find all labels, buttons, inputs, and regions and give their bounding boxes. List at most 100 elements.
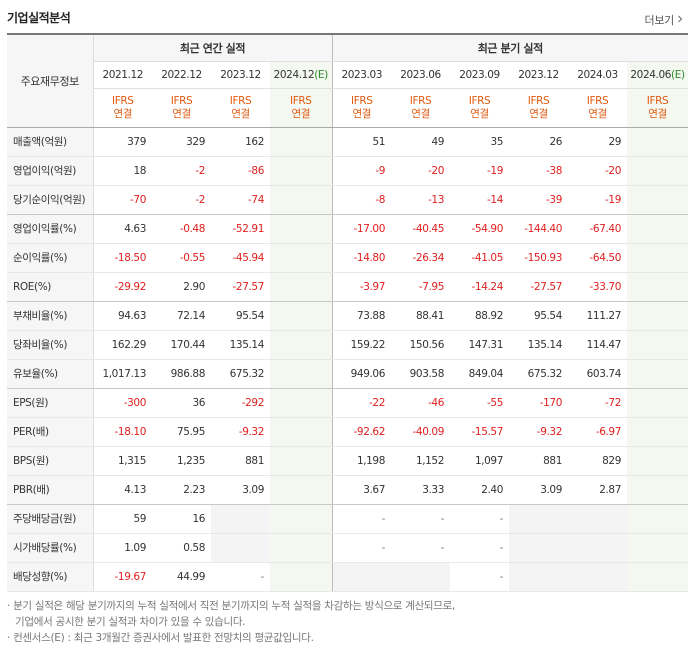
value-cell	[627, 156, 689, 186]
basis-label: 연결	[172, 107, 191, 120]
row-label: 부채비율(%)	[7, 301, 93, 331]
period-label: 2024.12	[273, 68, 315, 81]
value-cell	[627, 272, 689, 302]
table-row: 매출액(억원) 379 329 162 51 49 35 26 29	[7, 127, 689, 157]
value-cell	[270, 446, 332, 476]
value-cell: 73.88	[331, 301, 391, 331]
table-row: 주당배당금(원) 59 16- - -	[7, 504, 689, 534]
value-cell: 1,315	[92, 446, 152, 476]
period-header: 2024.03	[568, 61, 627, 89]
basis-label: 연결	[588, 107, 607, 120]
value-cell: -20	[391, 156, 450, 186]
value-cell: -	[450, 562, 509, 592]
value-cell: 147.31	[450, 330, 509, 360]
period-label: 2023.12	[220, 68, 261, 81]
estimate-marker: (E)	[671, 68, 685, 81]
value-cell: 4.63	[92, 214, 152, 244]
value-cell: 94.63	[92, 301, 152, 331]
value-cell: 1,152	[391, 446, 450, 476]
footnote-2: · 컨센서스(E) : 최근 3개월간 증권사에서 발표한 전망치의 평균값입니…	[7, 632, 314, 644]
row-label: 순이익률(%)	[7, 243, 93, 273]
financial-table: 주요재무정보 최근 연간 실적 최근 분기 실적 2021.12 2022.12 2…	[7, 33, 689, 592]
value-cell: 829	[568, 446, 627, 476]
table-row: 영업이익률(%) 4.63 -0.48 -52.91 -17.00 -40.45 -54.9…	[7, 214, 689, 244]
standard-label: IFRS	[170, 94, 193, 107]
value-cell	[270, 504, 332, 534]
row-label: PBR(배)	[7, 475, 93, 505]
value-cell: -3.97	[331, 272, 391, 302]
value-cell	[509, 562, 568, 592]
value-cell: 16	[152, 504, 211, 534]
value-cell: -92.62	[331, 417, 391, 447]
standard-label: IFRS	[351, 94, 373, 107]
value-cell: 2.90	[152, 272, 211, 302]
value-cell: 150.56	[391, 330, 450, 360]
value-cell	[627, 301, 689, 331]
value-cell: 35	[450, 127, 509, 157]
value-cell: 1,235	[152, 446, 211, 476]
value-cell: -18.50	[92, 243, 152, 273]
value-cell	[211, 504, 270, 534]
more-link[interactable]: 더보기	[645, 12, 684, 28]
value-cell: 3.33	[391, 475, 450, 505]
value-cell	[331, 562, 391, 592]
value-cell	[627, 475, 689, 505]
period-header: 2023.12	[509, 61, 568, 89]
value-cell	[627, 446, 689, 476]
value-cell: 75.95	[152, 417, 211, 447]
value-cell: -55	[450, 388, 509, 418]
value-cell: -170	[509, 388, 568, 418]
table-row: 당기순이익(억원) -70 -2 -74 -8 -13 -14 -39 -19	[7, 185, 689, 215]
value-cell: 3.09	[509, 475, 568, 505]
value-cell: 159.22	[331, 330, 391, 360]
value-cell: -22	[331, 388, 391, 418]
value-cell: -150.93	[509, 243, 568, 273]
row-label: 주당배당금(원)	[7, 504, 93, 534]
value-cell	[270, 359, 332, 389]
row-label: BPS(원)	[7, 446, 93, 476]
standard-label: IFRS	[646, 94, 669, 107]
standard-header: IFRS 연결	[391, 88, 450, 128]
row-label: 당좌비율(%)	[7, 330, 93, 360]
value-cell: 675.32	[211, 359, 270, 389]
value-cell: 1,097	[450, 446, 509, 476]
table-row: PBR(배) 4.13 2.23 3.09 3.67 3.33 2.40 3.09 2.87	[7, 475, 689, 505]
value-cell: -6.97	[568, 417, 627, 447]
table-row: ROE(%) -29.92 2.90 -27.57 -3.97 -7.95 -14.24 -2…	[7, 272, 689, 302]
period-header: 2024.06(E)	[627, 61, 689, 89]
value-cell	[270, 127, 332, 157]
value-cell: 881	[509, 446, 568, 476]
value-cell: 3.67	[331, 475, 391, 505]
row-label: 당기순이익(억원)	[7, 185, 93, 215]
period-label: 2023.03	[341, 68, 383, 81]
value-cell: 4.13	[92, 475, 152, 505]
value-cell: 114.47	[568, 330, 627, 360]
value-cell	[270, 475, 332, 505]
value-cell: 881	[211, 446, 270, 476]
value-cell: -9.32	[509, 417, 568, 447]
period-label: 2023.09	[459, 68, 500, 81]
section-title: 기업실적분석	[7, 11, 71, 25]
value-cell	[270, 156, 332, 186]
value-cell: 29	[568, 127, 627, 157]
period-label: 2024.06	[630, 68, 672, 81]
value-cell: -300	[92, 388, 152, 418]
value-cell: 0.58	[152, 533, 211, 563]
basis-label: 연결	[113, 107, 133, 120]
value-cell: -292	[211, 388, 270, 418]
value-cell: 162.29	[92, 330, 152, 360]
value-cell: -19	[450, 156, 509, 186]
value-cell: -7.95	[391, 272, 450, 302]
value-cell	[270, 562, 332, 592]
value-cell: -19	[568, 185, 627, 215]
value-cell: -29.92	[92, 272, 152, 302]
standard-label: IFRS	[290, 94, 312, 107]
value-cell: 1.09	[92, 533, 152, 563]
standard-label: IFRS	[586, 94, 609, 107]
value-cell	[270, 243, 332, 273]
value-cell	[568, 533, 627, 563]
value-cell: 162	[211, 127, 270, 157]
period-header: 2021.12	[92, 61, 152, 89]
value-cell: 2.23	[152, 475, 211, 505]
standard-header: IFRS 연결	[450, 88, 509, 128]
